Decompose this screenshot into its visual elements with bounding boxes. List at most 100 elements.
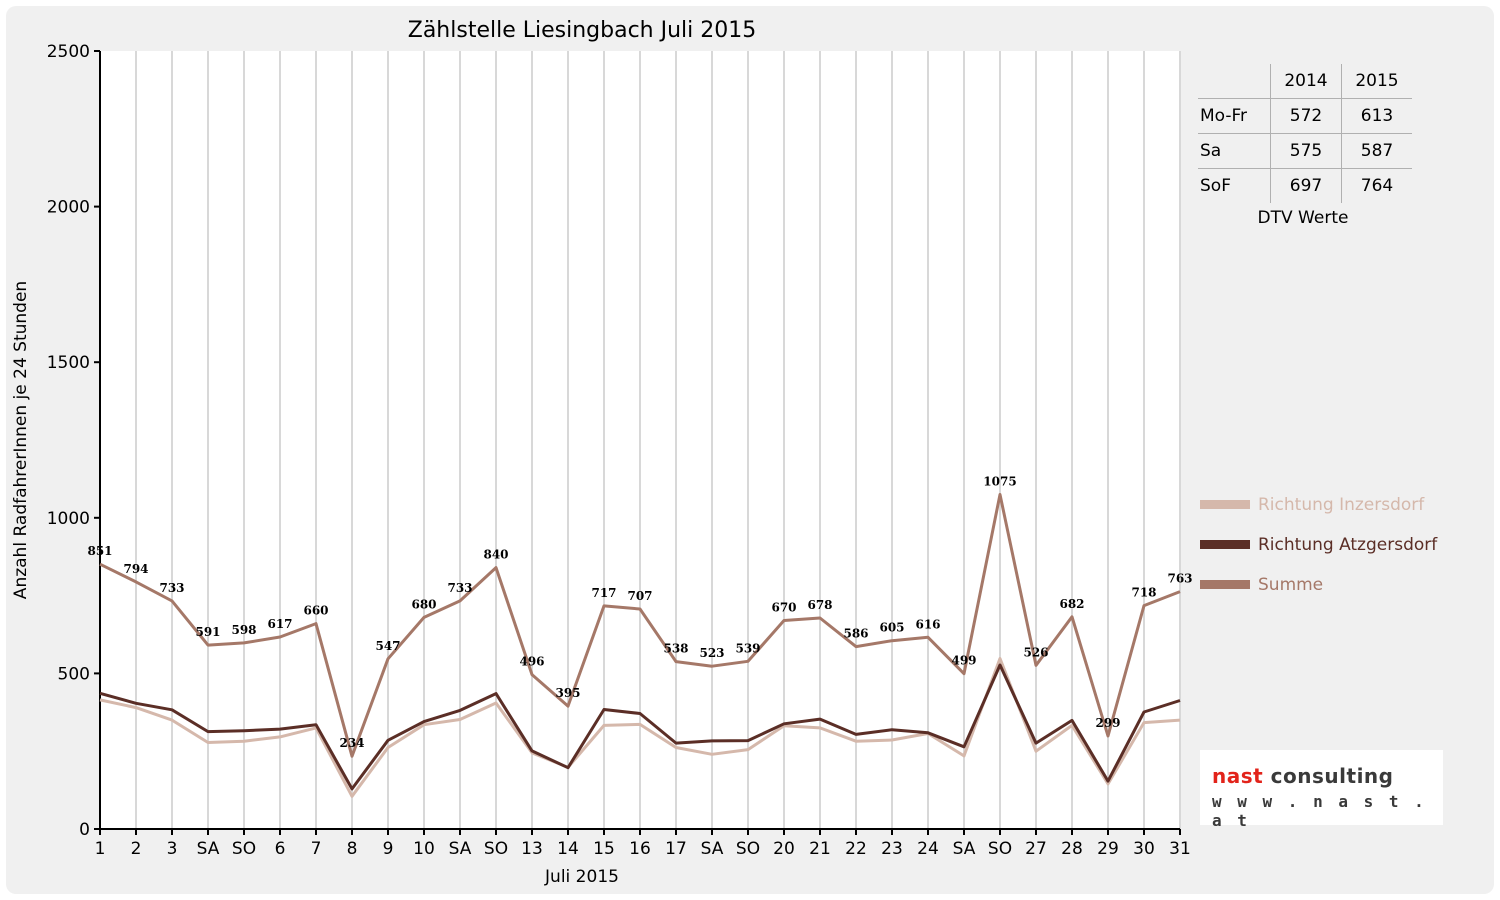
chart-title: Zählstelle Liesingbach Juli 2015 (408, 18, 757, 43)
y-tick-label: 500 (58, 664, 90, 684)
dtv-header-2015: 2015 (1341, 64, 1412, 99)
legend-label-inzersdorf: Richtung Inzersdorf (1258, 495, 1425, 515)
dtv-value-2014: 572 (1270, 98, 1342, 134)
data-label: 395 (555, 686, 580, 700)
x-tick-labels: 1 2 3 SA SO 6 7 8 9 10 SA SO 13 14 15 16 17 SA SO 20 21 22 23 2… (95, 839, 1191, 859)
grid (100, 51, 1181, 829)
x-tick-label: 2 (131, 839, 142, 859)
logo-brand-nast: nast (1212, 764, 1264, 788)
nast-consulting-logo: nast consulting w w w . n a s t . a t (1200, 750, 1443, 830)
x-tick-label: 20 (773, 839, 795, 859)
data-label: 538 (663, 642, 688, 656)
x-tick-label: SO (988, 839, 1012, 859)
data-label: 496 (519, 655, 544, 669)
data-label: 598 (231, 623, 256, 637)
x-tick-label: 14 (557, 839, 579, 859)
x-tick-label: 16 (629, 839, 651, 859)
logo-brand-consulting: consulting (1270, 764, 1394, 788)
x-tick-label: 24 (917, 839, 939, 859)
data-label: 526 (1023, 645, 1048, 659)
legend-swatch-atzgersdorf (1200, 540, 1250, 549)
dtv-header-row: 2014 2015 (1198, 64, 1412, 99)
legend: Richtung Inzersdorf Richtung Atzgersdorf… (1200, 495, 1438, 595)
x-tick-label: 6 (275, 839, 286, 859)
series-lines (99, 493, 1181, 798)
legend-swatch-inzersdorf (1200, 500, 1250, 509)
y-tick-label: 1500 (47, 353, 90, 373)
x-tick-label: 15 (593, 839, 615, 859)
x-axis-label: Juli 2015 (544, 867, 619, 887)
x-tick-label: 10 (413, 839, 435, 859)
dtv-value-2015: 587 (1341, 133, 1412, 169)
data-label: 717 (591, 586, 616, 600)
x-tick-label: SA (953, 839, 976, 859)
data-label: 763 (1167, 572, 1192, 586)
dtv-row-sa: Sa 575 587 (1198, 133, 1412, 169)
data-label: 840 (483, 548, 508, 562)
dtv-header-empty (1198, 64, 1271, 99)
dtv-header-2014: 2014 (1270, 64, 1342, 99)
y-tick-label: 1000 (47, 509, 90, 529)
logo-brand: nast consulting (1212, 764, 1393, 788)
axes (94, 50, 1181, 835)
x-tick-label: SA (197, 839, 220, 859)
data-label: 718 (1131, 586, 1156, 600)
y-tick-label: 0 (79, 820, 90, 840)
y-axis-label: Anzahl RadfahrerInnen je 24 Stunden (11, 281, 31, 599)
x-tick-label: 1 (95, 839, 106, 859)
dtv-value-2015: 613 (1341, 98, 1412, 134)
data-label: 851 (87, 544, 112, 558)
x-tick-label: 28 (1061, 839, 1083, 859)
data-label: 680 (411, 597, 436, 611)
x-tick-label: SA (449, 839, 472, 859)
series-line-richtung-atzgersdorf (99, 663, 1181, 791)
data-label: 523 (699, 646, 724, 660)
dtv-value-2015: 764 (1341, 168, 1412, 203)
x-tick-label: 29 (1097, 839, 1119, 859)
data-label: 794 (123, 562, 148, 576)
x-tick-label: 9 (383, 839, 394, 859)
x-tick-label: 23 (881, 839, 903, 859)
legend-swatch-summe (1200, 580, 1250, 589)
data-label: 616 (915, 617, 940, 631)
y-tick-label: 2000 (47, 198, 90, 218)
data-labels: 851 794 733 591 598 617 660 234 547 680 733 840 496 3… (87, 474, 1192, 750)
x-tick-label: 13 (521, 839, 543, 859)
x-tick-label: 31 (1169, 839, 1191, 859)
data-label: 539 (735, 641, 760, 655)
legend-label-atzgersdorf: Richtung Atzgersdorf (1258, 535, 1438, 555)
y-tick-labels: 0 500 1000 1500 2000 2500 (47, 42, 90, 840)
x-tick-label: 7 (311, 839, 322, 859)
x-tick-label: 3 (167, 839, 178, 859)
x-tick-label: SO (232, 839, 256, 859)
dtv-row-label: SoF (1198, 168, 1271, 203)
data-label: 707 (627, 589, 652, 603)
series-line-summe (99, 493, 1181, 758)
data-label: 605 (879, 621, 904, 635)
data-label: 1075 (983, 474, 1016, 488)
data-label: 733 (159, 581, 184, 595)
data-label: 670 (771, 600, 796, 614)
data-label: 733 (447, 581, 472, 595)
data-label: 499 (951, 654, 976, 668)
dtv-value-2014: 575 (1270, 133, 1342, 169)
series-line-richtung-inzersdorf (99, 657, 1181, 798)
x-tick-label: 21 (809, 839, 831, 859)
dtv-row-label: Mo-Fr (1198, 98, 1271, 134)
legend-label-summe: Summe (1258, 575, 1323, 595)
logo-url: w w w . n a s t . a t (1212, 792, 1427, 830)
data-label: 547 (375, 639, 400, 653)
dtv-row-mofr: Mo-Fr 572 613 (1198, 98, 1412, 134)
data-label: 660 (303, 604, 328, 618)
dtv-caption: DTV Werte (1257, 208, 1349, 228)
dtv-row-sof: SoF 697 764 (1198, 168, 1412, 203)
x-tick-label: 27 (1025, 839, 1047, 859)
data-label: 617 (267, 617, 292, 631)
data-label: 586 (843, 627, 868, 641)
x-tick-label: SA (701, 839, 724, 859)
data-label: 591 (195, 625, 220, 639)
x-tick-label: 30 (1133, 839, 1155, 859)
y-tick-label: 2500 (47, 42, 90, 62)
data-label: 682 (1059, 597, 1084, 611)
